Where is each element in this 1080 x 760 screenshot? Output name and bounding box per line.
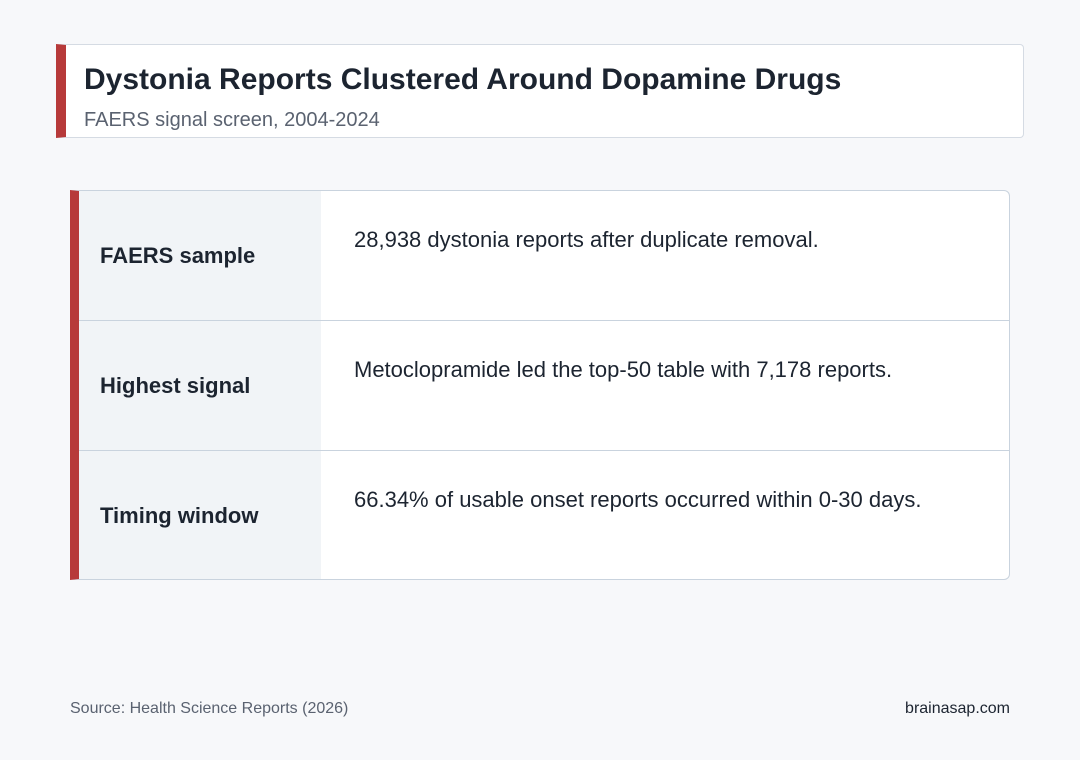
source: Source: Health Science Reports (2026)	[70, 700, 349, 717]
row-key: FAERS sample	[79, 191, 321, 320]
row: Timing window 66.34% of usable onset rep…	[79, 451, 1009, 579]
row-key: Timing window	[79, 451, 321, 579]
row: Highest signal Metoclopramide led the to…	[79, 321, 1009, 451]
row-value: 66.34% of usable onset reports occurred …	[354, 487, 922, 512]
row-value: Metoclopramide led the top-50 table with…	[354, 357, 893, 382]
site: brainasap.com	[905, 700, 1010, 717]
table: FAERS sample 28,938 dystonia reports aft…	[70, 190, 1010, 580]
header: Dystonia Reports Clustered Around Dopami…	[56, 44, 1024, 138]
row-value: 28,938 dystonia reports after duplicate …	[354, 227, 819, 252]
title: Dystonia Reports Clustered Around Dopami…	[84, 63, 842, 96]
subtitle: FAERS signal screen, 2004-2024	[84, 109, 380, 131]
row-key: Highest signal	[79, 321, 321, 450]
row: FAERS sample 28,938 dystonia reports aft…	[79, 191, 1009, 321]
